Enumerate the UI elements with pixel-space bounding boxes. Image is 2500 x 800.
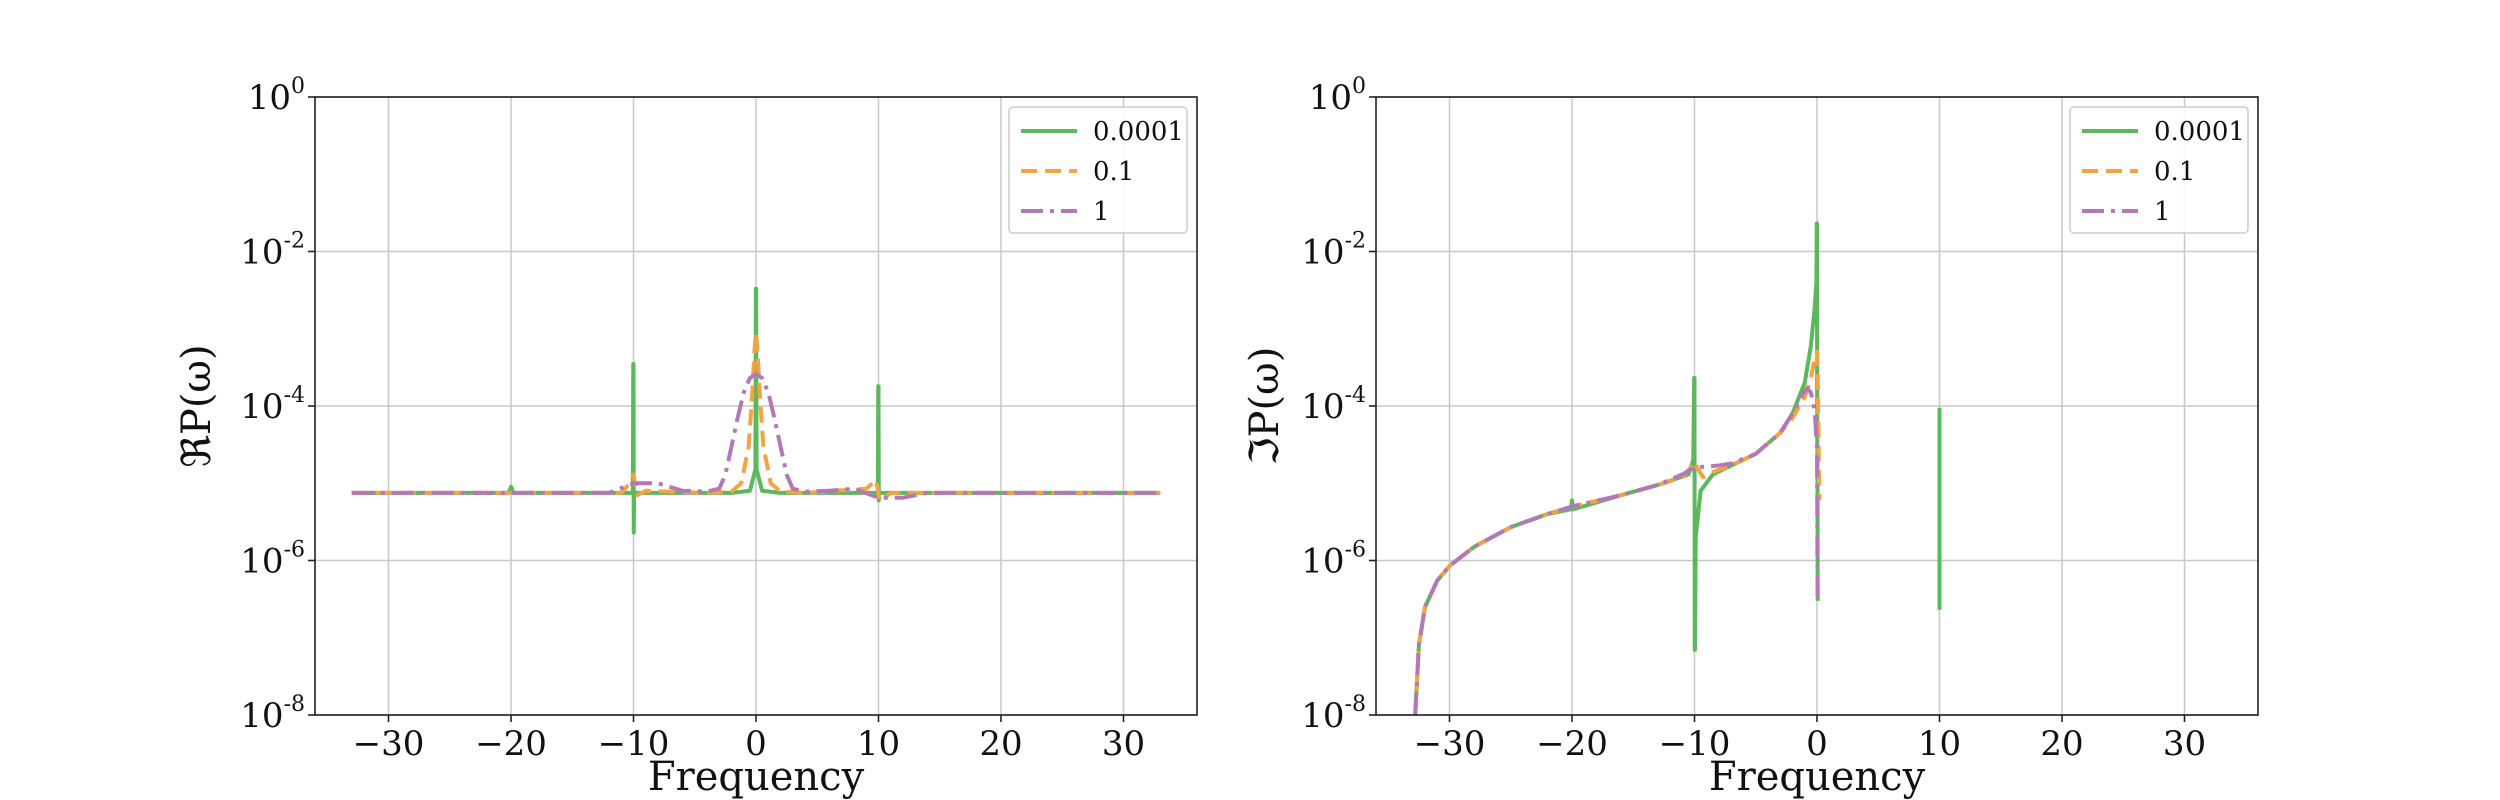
series-line-1 [351, 371, 1161, 500]
x-tick-label: −10 [598, 724, 670, 764]
x-tick-label: 20 [979, 724, 1022, 764]
legend-box [2069, 106, 2249, 234]
y-tick-label: 10-8 [240, 692, 305, 736]
series-group [351, 286, 1161, 535]
x-tick-label: 30 [2163, 724, 2206, 764]
x-axis-label: Frequency [1709, 754, 1926, 800]
x-tick-label: −20 [1536, 724, 1608, 764]
legend-label: 0.0001 [1093, 117, 1184, 147]
y-tick-label: 10-6 [240, 538, 305, 582]
legend: 0.0001 0.1 1 [2069, 106, 2249, 234]
x-tick-label: 20 [2040, 724, 2083, 764]
legend-label: 0.0001 [2154, 117, 2245, 147]
x-tick-label: 30 [1102, 724, 1145, 764]
y-tick-label: 100 [248, 74, 305, 118]
x-tick-label: −20 [475, 724, 547, 764]
x-tick-label: 0 [745, 724, 767, 764]
x-tick-label: 0 [1806, 724, 1828, 764]
x-tick-label: 10 [857, 724, 900, 764]
legend-label: 0.1 [2154, 157, 2195, 187]
chart-panel-2: −30 −20 −10 0 10 20 30 10-8 10-6 10-4 10-2 100 Frequ… [1242, 74, 2259, 800]
y-axis-label: ℜP(ω) [174, 344, 220, 467]
legend-box [1008, 106, 1188, 234]
y-tick-label: 10-8 [1301, 692, 1366, 736]
x-tick-label: −30 [353, 724, 425, 764]
x-tick-label: −10 [1659, 724, 1731, 764]
series-group [1413, 221, 1942, 715]
y-tick-label: 10-4 [240, 383, 305, 427]
legend-label: 1 [1093, 197, 1110, 227]
x-axis-label: Frequency [648, 754, 865, 800]
y-tick-label: 10-6 [1301, 538, 1366, 582]
y-tick-label: 10-2 [1301, 229, 1366, 273]
chart-panel-1: −30 −20 −10 0 10 20 30 10-8 10-6 10-4 10-2 100 Frequ… [174, 74, 1198, 800]
x-tick-label: −30 [1414, 724, 1486, 764]
y-axis-label: ℑP(ω) [1242, 347, 1288, 466]
y-tick-label: 100 [1309, 74, 1366, 118]
series-line-0_1 [351, 330, 1161, 503]
y-tick-label: 10-2 [240, 229, 305, 273]
series-line-0_0001 [1413, 221, 1820, 715]
legend-label: 1 [2154, 197, 2171, 227]
legend: 0.0001 0.1 1 [1008, 106, 1188, 234]
legend-label: 0.1 [1093, 157, 1134, 187]
series-line-1 [1413, 386, 1820, 715]
x-tick-label: 10 [1918, 724, 1961, 764]
y-tick-label: 10-4 [1301, 383, 1366, 427]
